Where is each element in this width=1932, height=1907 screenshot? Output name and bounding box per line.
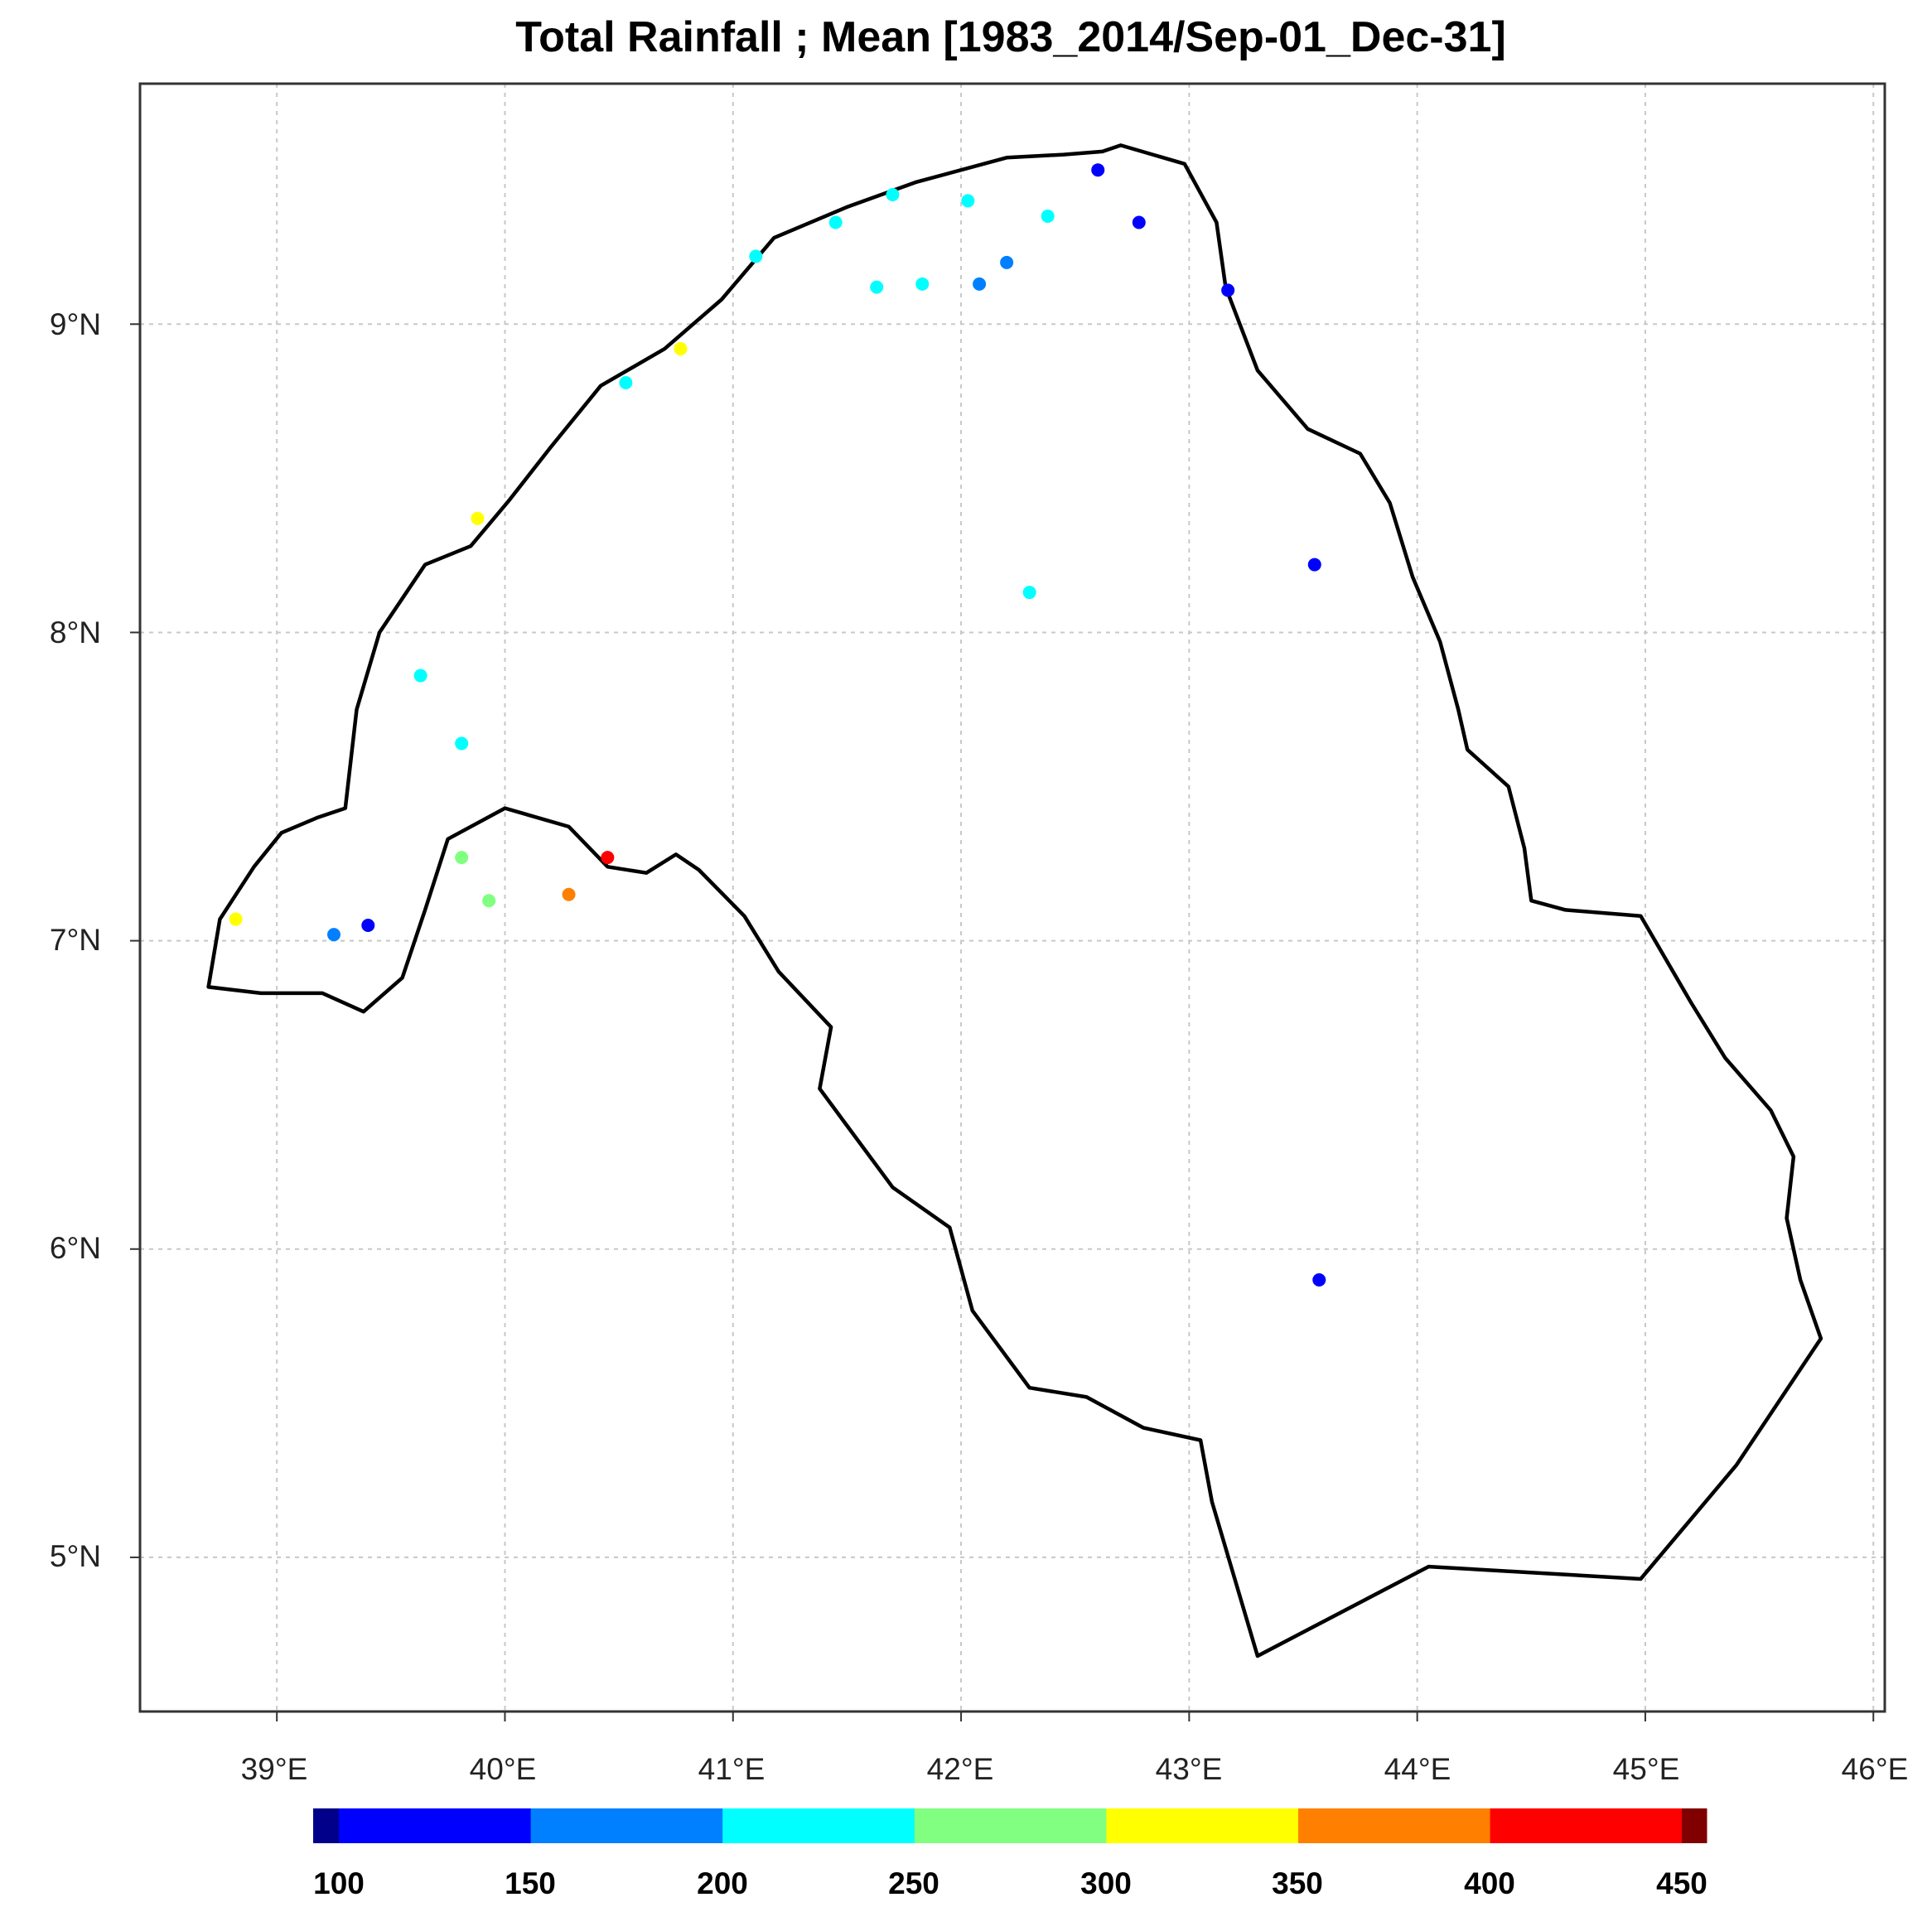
x-tick-label: 40°E — [470, 1752, 537, 1786]
colorbar-segment — [530, 1808, 723, 1843]
station-points — [229, 163, 1326, 1287]
station-point — [915, 277, 930, 291]
colorbar-label: 450 — [1656, 1866, 1707, 1900]
colorbar-label: 150 — [505, 1866, 556, 1900]
station-point — [1000, 255, 1014, 269]
station-point — [828, 215, 843, 229]
x-tick-label: 42°E — [927, 1752, 994, 1786]
x-tick-label: 43°E — [1156, 1752, 1223, 1786]
region-boundary — [206, 143, 1823, 1658]
station-point — [562, 887, 576, 901]
colorbar-segment — [914, 1808, 1107, 1843]
colorbar-label: 200 — [697, 1866, 748, 1900]
graticule-grid — [130, 84, 1885, 1721]
colorbar-legend — [313, 1808, 1707, 1843]
station-point — [327, 928, 341, 942]
colorbar-segment — [1682, 1808, 1707, 1843]
colorbar-segment — [339, 1808, 532, 1843]
station-point — [1307, 558, 1321, 572]
station-point — [1091, 163, 1105, 177]
station-point — [413, 669, 427, 683]
station-point — [619, 375, 633, 389]
station-point — [229, 912, 243, 926]
station-point — [674, 342, 688, 356]
station-point — [749, 249, 763, 263]
colorbar-label: 300 — [1080, 1866, 1132, 1900]
y-tick-label: 7°N — [50, 923, 101, 957]
station-point — [471, 511, 485, 525]
station-point — [1132, 215, 1146, 229]
colorbar-segment — [722, 1808, 915, 1843]
map-title: Total Rainfall ; Mean [1983_2014/Sep-01_… — [515, 13, 1506, 61]
x-tick-label: 41°E — [698, 1752, 766, 1786]
colorbar-label: 350 — [1272, 1866, 1323, 1900]
colorbar-label: 400 — [1464, 1866, 1515, 1900]
plot-frame — [138, 82, 1886, 1713]
station-point — [870, 280, 884, 294]
y-tick-label: 8°N — [50, 616, 101, 649]
y-axis: 9°N 8°N 7°N 6°N 5°N — [50, 307, 101, 1573]
colorbar-label: 250 — [888, 1866, 939, 1900]
x-tick-label: 46°E — [1842, 1752, 1909, 1786]
station-point — [1041, 210, 1055, 224]
x-tick-label: 45°E — [1613, 1752, 1680, 1786]
y-tick-label: 9°N — [50, 307, 101, 341]
station-point — [1022, 586, 1036, 600]
station-point — [455, 736, 469, 751]
colorbar-segment — [1490, 1808, 1683, 1843]
station-point — [361, 918, 375, 932]
station-point — [601, 851, 615, 865]
y-tick-label: 5°N — [50, 1539, 101, 1573]
station-point — [886, 187, 900, 201]
station-point — [961, 194, 975, 208]
colorbar-segment — [313, 1808, 340, 1843]
station-point — [482, 894, 496, 908]
x-axis: 39°E 40°E 41°E 42°E 43°E 44°E 45°E 46°E — [241, 1752, 1909, 1786]
station-point — [1221, 283, 1235, 297]
x-tick-label: 44°E — [1384, 1752, 1451, 1786]
station-point — [973, 277, 987, 291]
colorbar-labels: 100 150 200 250 300 350 400 450 — [313, 1866, 1707, 1900]
x-tick-label: 39°E — [241, 1752, 308, 1786]
colorbar-segment — [1298, 1808, 1491, 1843]
station-point — [1312, 1272, 1326, 1287]
colorbar-label: 100 — [313, 1866, 365, 1900]
station-point — [455, 851, 469, 865]
y-tick-label: 6°N — [50, 1231, 101, 1265]
colorbar-segment — [1106, 1808, 1299, 1843]
